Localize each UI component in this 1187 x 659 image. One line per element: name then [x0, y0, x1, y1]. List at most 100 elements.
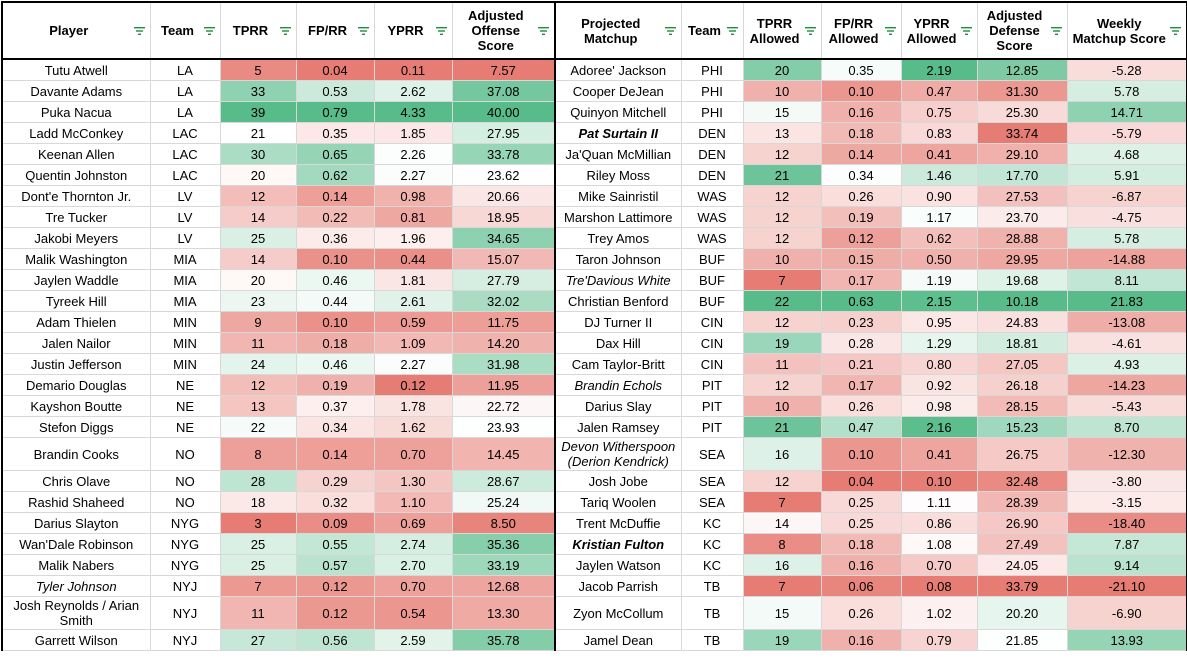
cell-team[interactable]: MIA — [149, 290, 221, 312]
cell-matchup[interactable]: Mike Sainristil — [554, 185, 682, 207]
cell-player[interactable]: Dont'e Thornton Jr. — [1, 185, 151, 207]
cell-matchup[interactable]: Cam Taylor-Britt — [554, 353, 682, 375]
cell-fprra[interactable]: 0.47 — [820, 416, 902, 438]
cell-wms[interactable]: -6.90 — [1066, 596, 1187, 630]
cell-fprra[interactable]: 0.16 — [820, 554, 902, 576]
cell-yprra[interactable]: 1.46 — [900, 164, 978, 186]
cell-yprra[interactable]: 1.02 — [900, 596, 978, 630]
cell-yprr[interactable]: 2.70 — [373, 554, 453, 576]
cell-fprr[interactable]: 0.10 — [295, 248, 375, 270]
cell-ads[interactable]: 21.85 — [976, 629, 1068, 651]
cell-player[interactable]: Josh Reynolds / Arian Smith — [1, 596, 151, 630]
cell-team[interactable]: NO — [149, 470, 221, 492]
cell-tprr[interactable]: 33 — [219, 80, 297, 102]
cell-tprr[interactable]: 12 — [219, 374, 297, 396]
cell-yprra[interactable]: 1.17 — [900, 206, 978, 228]
cell-fprra[interactable]: 0.26 — [820, 185, 902, 207]
cell-fprra[interactable]: 0.35 — [820, 58, 902, 81]
cell-fprr[interactable]: 0.14 — [295, 437, 375, 471]
cell-yprra[interactable]: 0.95 — [900, 311, 978, 333]
cell-aos[interactable]: 14.20 — [451, 332, 556, 354]
cell-matchup[interactable]: Jalen Ramsey — [554, 416, 682, 438]
cell-tprr[interactable]: 18 — [219, 491, 297, 513]
cell-dteam[interactable]: CIN — [680, 311, 744, 333]
cell-yprr[interactable]: 1.09 — [373, 332, 453, 354]
cell-aos[interactable]: 34.65 — [451, 227, 556, 249]
cell-yprra[interactable]: 0.90 — [900, 185, 978, 207]
cell-team[interactable]: NYG — [149, 533, 221, 555]
cell-dteam[interactable]: WAS — [680, 185, 744, 207]
cell-tprra[interactable]: 12 — [742, 374, 822, 396]
cell-yprra[interactable]: 0.62 — [900, 227, 978, 249]
cell-tprra[interactable]: 21 — [742, 164, 822, 186]
cell-aos[interactable]: 35.36 — [451, 533, 556, 555]
cell-fprr[interactable]: 0.09 — [295, 512, 375, 534]
cell-dteam[interactable]: WAS — [680, 206, 744, 228]
cell-dteam[interactable]: KC — [680, 533, 744, 555]
cell-tprr[interactable]: 27 — [219, 629, 297, 651]
cell-yprra[interactable]: 0.83 — [900, 122, 978, 144]
column-header-fp-rr[interactable]: FP/RR — [295, 1, 375, 60]
cell-player[interactable]: Quentin Johnston — [1, 164, 151, 186]
cell-ads[interactable]: 33.79 — [976, 575, 1068, 597]
cell-team[interactable]: MIA — [149, 248, 221, 270]
cell-yprra[interactable]: 0.41 — [900, 437, 978, 471]
filter-icon[interactable] — [435, 26, 447, 36]
cell-ads[interactable]: 27.49 — [976, 533, 1068, 555]
cell-fprra[interactable]: 0.04 — [820, 470, 902, 492]
cell-fprr[interactable]: 0.79 — [295, 101, 375, 123]
cell-wms[interactable]: 8.70 — [1066, 416, 1187, 438]
cell-team[interactable]: MIN — [149, 353, 221, 375]
cell-aos[interactable]: 11.75 — [451, 311, 556, 333]
cell-tprra[interactable]: 12 — [742, 227, 822, 249]
filter-icon[interactable] — [884, 26, 896, 36]
cell-matchup[interactable]: Taron Johnson — [554, 248, 682, 270]
cell-ads[interactable]: 28.15 — [976, 395, 1068, 417]
cell-matchup[interactable]: Darius Slay — [554, 395, 682, 417]
cell-team[interactable]: LA — [149, 101, 221, 123]
cell-matchup[interactable]: Quinyon Mitchell — [554, 101, 682, 123]
filter-icon[interactable] — [960, 26, 972, 36]
cell-ads[interactable]: 10.18 — [976, 290, 1068, 312]
cell-tprra[interactable]: 15 — [742, 596, 822, 630]
cell-team[interactable]: MIA — [149, 269, 221, 291]
cell-ads[interactable]: 29.95 — [976, 248, 1068, 270]
cell-fprra[interactable]: 0.21 — [820, 353, 902, 375]
cell-fprra[interactable]: 0.17 — [820, 269, 902, 291]
cell-tprr[interactable]: 9 — [219, 311, 297, 333]
cell-wms[interactable]: 14.71 — [1066, 101, 1187, 123]
cell-matchup[interactable]: Pat Surtain II — [554, 122, 682, 144]
cell-yprra[interactable]: 2.15 — [900, 290, 978, 312]
cell-matchup[interactable]: Devon Witherspoon (Derion Kendrick) — [554, 437, 682, 471]
cell-player[interactable]: Tutu Atwell — [1, 58, 151, 81]
cell-player[interactable]: Chris Olave — [1, 470, 151, 492]
cell-team[interactable]: LV — [149, 227, 221, 249]
cell-fprra[interactable]: 0.19 — [820, 206, 902, 228]
cell-aos[interactable]: 8.50 — [451, 512, 556, 534]
cell-fprr[interactable]: 0.35 — [295, 122, 375, 144]
cell-dteam[interactable]: SEA — [680, 491, 744, 513]
column-header-adjusted-defense-score[interactable]: Adjusted Defense Score — [976, 1, 1068, 60]
column-header-adjusted-offense-score[interactable]: Adjusted Offense Score — [451, 1, 556, 60]
cell-aos[interactable]: 28.67 — [451, 470, 556, 492]
cell-yprr[interactable]: 2.74 — [373, 533, 453, 555]
cell-team[interactable]: NE — [149, 416, 221, 438]
cell-aos[interactable]: 20.66 — [451, 185, 556, 207]
cell-fprra[interactable]: 0.28 — [820, 332, 902, 354]
cell-yprr[interactable]: 1.30 — [373, 470, 453, 492]
cell-yprr[interactable]: 0.81 — [373, 206, 453, 228]
cell-dteam[interactable]: SEA — [680, 470, 744, 492]
cell-yprra[interactable]: 0.98 — [900, 395, 978, 417]
cell-yprr[interactable]: 0.54 — [373, 596, 453, 630]
cell-tprra[interactable]: 12 — [742, 311, 822, 333]
cell-ads[interactable]: 12.85 — [976, 58, 1068, 81]
cell-tprra[interactable]: 19 — [742, 332, 822, 354]
cell-yprra[interactable]: 0.41 — [900, 143, 978, 165]
cell-ads[interactable]: 23.70 — [976, 206, 1068, 228]
cell-yprra[interactable]: 1.29 — [900, 332, 978, 354]
filter-icon[interactable] — [664, 26, 676, 36]
cell-yprr[interactable]: 0.44 — [373, 248, 453, 270]
cell-player[interactable]: Tyler Johnson — [1, 575, 151, 597]
cell-tprr[interactable]: 23 — [219, 290, 297, 312]
cell-matchup[interactable]: Josh Jobe — [554, 470, 682, 492]
